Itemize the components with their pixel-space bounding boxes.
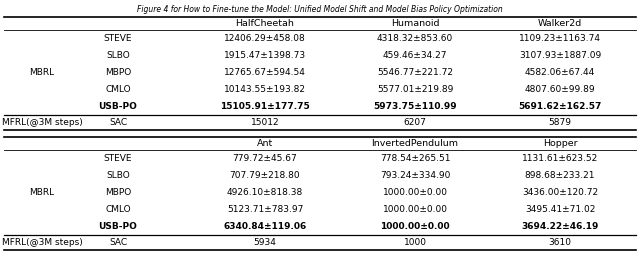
Text: STEVE: STEVE bbox=[104, 34, 132, 43]
Text: 3107.93±1887.09: 3107.93±1887.09 bbox=[519, 51, 601, 60]
Text: 1109.23±1163.74: 1109.23±1163.74 bbox=[519, 34, 601, 43]
Text: HalfCheetah: HalfCheetah bbox=[236, 19, 294, 28]
Text: CMLO: CMLO bbox=[105, 85, 131, 94]
Text: 1000.00±0.00: 1000.00±0.00 bbox=[383, 188, 447, 197]
Text: 5934: 5934 bbox=[253, 238, 276, 247]
Text: 898.68±233.21: 898.68±233.21 bbox=[525, 171, 595, 180]
Text: 459.46±34.27: 459.46±34.27 bbox=[383, 51, 447, 60]
Text: MFRL(@3M steps): MFRL(@3M steps) bbox=[2, 238, 83, 247]
Text: 1000.00±0.00: 1000.00±0.00 bbox=[380, 222, 450, 231]
Text: 15105.91±177.75: 15105.91±177.75 bbox=[220, 102, 310, 111]
Text: SLBO: SLBO bbox=[106, 171, 130, 180]
Text: 4318.32±853.60: 4318.32±853.60 bbox=[377, 34, 453, 43]
Text: 3495.41±71.02: 3495.41±71.02 bbox=[525, 205, 595, 214]
Text: 707.79±218.80: 707.79±218.80 bbox=[230, 171, 300, 180]
Text: MBRL: MBRL bbox=[29, 68, 54, 77]
Text: 1131.61±623.52: 1131.61±623.52 bbox=[522, 154, 598, 163]
Text: SAC: SAC bbox=[109, 238, 127, 247]
Text: Figure 4 for How to Fine-tune the Model: Unified Model Shift and Model Bias Poli: Figure 4 for How to Fine-tune the Model:… bbox=[137, 5, 503, 14]
Text: InvertedPendulum: InvertedPendulum bbox=[371, 139, 458, 148]
Text: 793.24±334.90: 793.24±334.90 bbox=[380, 171, 450, 180]
Text: 1000.00±0.00: 1000.00±0.00 bbox=[383, 205, 447, 214]
Text: 3436.00±120.72: 3436.00±120.72 bbox=[522, 188, 598, 197]
Text: MBRL: MBRL bbox=[29, 188, 54, 197]
Text: SLBO: SLBO bbox=[106, 51, 130, 60]
Text: 5546.77±221.72: 5546.77±221.72 bbox=[377, 68, 453, 77]
Text: 5973.75±110.99: 5973.75±110.99 bbox=[373, 102, 457, 111]
Text: SAC: SAC bbox=[109, 118, 127, 127]
Text: 6207: 6207 bbox=[404, 118, 426, 127]
Text: 4807.60±99.89: 4807.60±99.89 bbox=[525, 85, 595, 94]
Text: Humanoid: Humanoid bbox=[391, 19, 439, 28]
Text: 6340.84±119.06: 6340.84±119.06 bbox=[223, 222, 307, 231]
Text: USB-PO: USB-PO bbox=[99, 102, 138, 111]
Text: 1000: 1000 bbox=[403, 238, 426, 247]
Text: Walker2d: Walker2d bbox=[538, 19, 582, 28]
Text: 778.54±265.51: 778.54±265.51 bbox=[380, 154, 451, 163]
Text: 5691.62±162.57: 5691.62±162.57 bbox=[518, 102, 602, 111]
Text: 5577.01±219.89: 5577.01±219.89 bbox=[377, 85, 453, 94]
Text: 4582.06±67.44: 4582.06±67.44 bbox=[525, 68, 595, 77]
Text: STEVE: STEVE bbox=[104, 154, 132, 163]
Text: 1915.47±1398.73: 1915.47±1398.73 bbox=[224, 51, 306, 60]
Text: 5879: 5879 bbox=[548, 118, 572, 127]
Text: Ant: Ant bbox=[257, 139, 273, 148]
Text: 5123.71±783.97: 5123.71±783.97 bbox=[227, 205, 303, 214]
Text: MBPO: MBPO bbox=[105, 68, 131, 77]
Text: 4926.10±818.38: 4926.10±818.38 bbox=[227, 188, 303, 197]
Text: 12765.67±594.54: 12765.67±594.54 bbox=[224, 68, 306, 77]
Text: 12406.29±458.08: 12406.29±458.08 bbox=[224, 34, 306, 43]
Text: MBPO: MBPO bbox=[105, 188, 131, 197]
Text: USB-PO: USB-PO bbox=[99, 222, 138, 231]
Text: 3694.22±46.19: 3694.22±46.19 bbox=[522, 222, 598, 231]
Text: 779.72±45.67: 779.72±45.67 bbox=[232, 154, 298, 163]
Text: 15012: 15012 bbox=[251, 118, 279, 127]
Text: 10143.55±193.82: 10143.55±193.82 bbox=[224, 85, 306, 94]
Text: 3610: 3610 bbox=[548, 238, 572, 247]
Text: CMLO: CMLO bbox=[105, 205, 131, 214]
Text: Hopper: Hopper bbox=[543, 139, 577, 148]
Text: MFRL(@3M steps): MFRL(@3M steps) bbox=[2, 118, 83, 127]
